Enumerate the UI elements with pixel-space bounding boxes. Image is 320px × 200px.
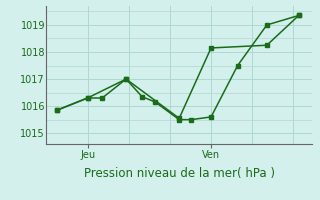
X-axis label: Pression niveau de la mer( hPa ): Pression niveau de la mer( hPa ) bbox=[84, 166, 275, 180]
